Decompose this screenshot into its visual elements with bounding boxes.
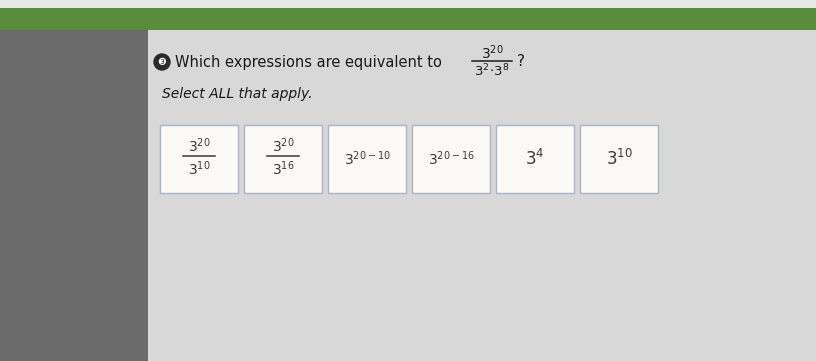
Text: ?: ? [517, 55, 525, 70]
FancyBboxPatch shape [328, 125, 406, 193]
Bar [0, 0, 816, 8]
Bar [148, 8, 816, 30]
FancyBboxPatch shape [160, 125, 238, 193]
Text: $3^{10}$: $3^{10}$ [188, 160, 211, 178]
Bar [0, 0, 148, 361]
Bar [148, 0, 816, 361]
Bar [0, 8, 816, 30]
Circle shape [154, 54, 170, 70]
Text: $3^{20}$: $3^{20}$ [272, 137, 295, 155]
Text: $3^{4}$: $3^{4}$ [526, 149, 545, 169]
FancyBboxPatch shape [580, 125, 658, 193]
Text: Interactive Practice: Apply Exponent Properties for Positive Integer Exponents: Interactive Practice: Apply Exponent Pro… [205, 0, 611, 9]
Text: $3^{20}$: $3^{20}$ [188, 137, 211, 155]
Text: ❸: ❸ [157, 57, 166, 67]
Text: $3^{20-10}$: $3^{20-10}$ [344, 150, 391, 168]
FancyBboxPatch shape [244, 125, 322, 193]
Bar [148, 0, 816, 8]
Text: $3^{20-16}$: $3^{20-16}$ [428, 150, 474, 168]
FancyBboxPatch shape [412, 125, 490, 193]
Text: $3^2 \!\cdot\! 3^8$: $3^2 \!\cdot\! 3^8$ [474, 63, 510, 79]
Text: Select ALL that apply.: Select ALL that apply. [162, 87, 313, 101]
Text: $3^{16}$: $3^{16}$ [272, 160, 295, 178]
Text: $3^{20}$: $3^{20}$ [481, 44, 503, 62]
Text: Which expressions are equivalent to: Which expressions are equivalent to [175, 55, 442, 70]
FancyBboxPatch shape [496, 125, 574, 193]
Text: $3^{10}$: $3^{10}$ [605, 149, 632, 169]
